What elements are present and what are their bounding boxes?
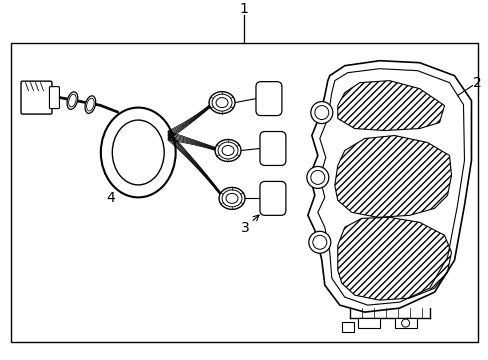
FancyBboxPatch shape bbox=[255, 82, 282, 116]
FancyBboxPatch shape bbox=[260, 181, 285, 215]
Ellipse shape bbox=[306, 166, 328, 188]
Ellipse shape bbox=[310, 102, 332, 123]
FancyBboxPatch shape bbox=[260, 131, 285, 166]
Bar bbox=[357, 318, 379, 328]
Polygon shape bbox=[307, 61, 470, 312]
Text: 1: 1 bbox=[239, 2, 248, 16]
Ellipse shape bbox=[215, 140, 241, 162]
Text: 2: 2 bbox=[472, 76, 481, 90]
Ellipse shape bbox=[85, 96, 96, 113]
Bar bbox=[394, 318, 416, 328]
Ellipse shape bbox=[219, 188, 244, 210]
Ellipse shape bbox=[308, 231, 330, 253]
Ellipse shape bbox=[67, 92, 78, 109]
FancyBboxPatch shape bbox=[49, 87, 60, 109]
Bar bbox=[341, 322, 353, 332]
FancyBboxPatch shape bbox=[21, 81, 52, 114]
Bar bbox=[11, 43, 477, 342]
Ellipse shape bbox=[209, 92, 235, 113]
Circle shape bbox=[401, 319, 409, 327]
Text: 4: 4 bbox=[106, 192, 115, 205]
Text: 3: 3 bbox=[240, 221, 249, 235]
Ellipse shape bbox=[101, 108, 175, 197]
